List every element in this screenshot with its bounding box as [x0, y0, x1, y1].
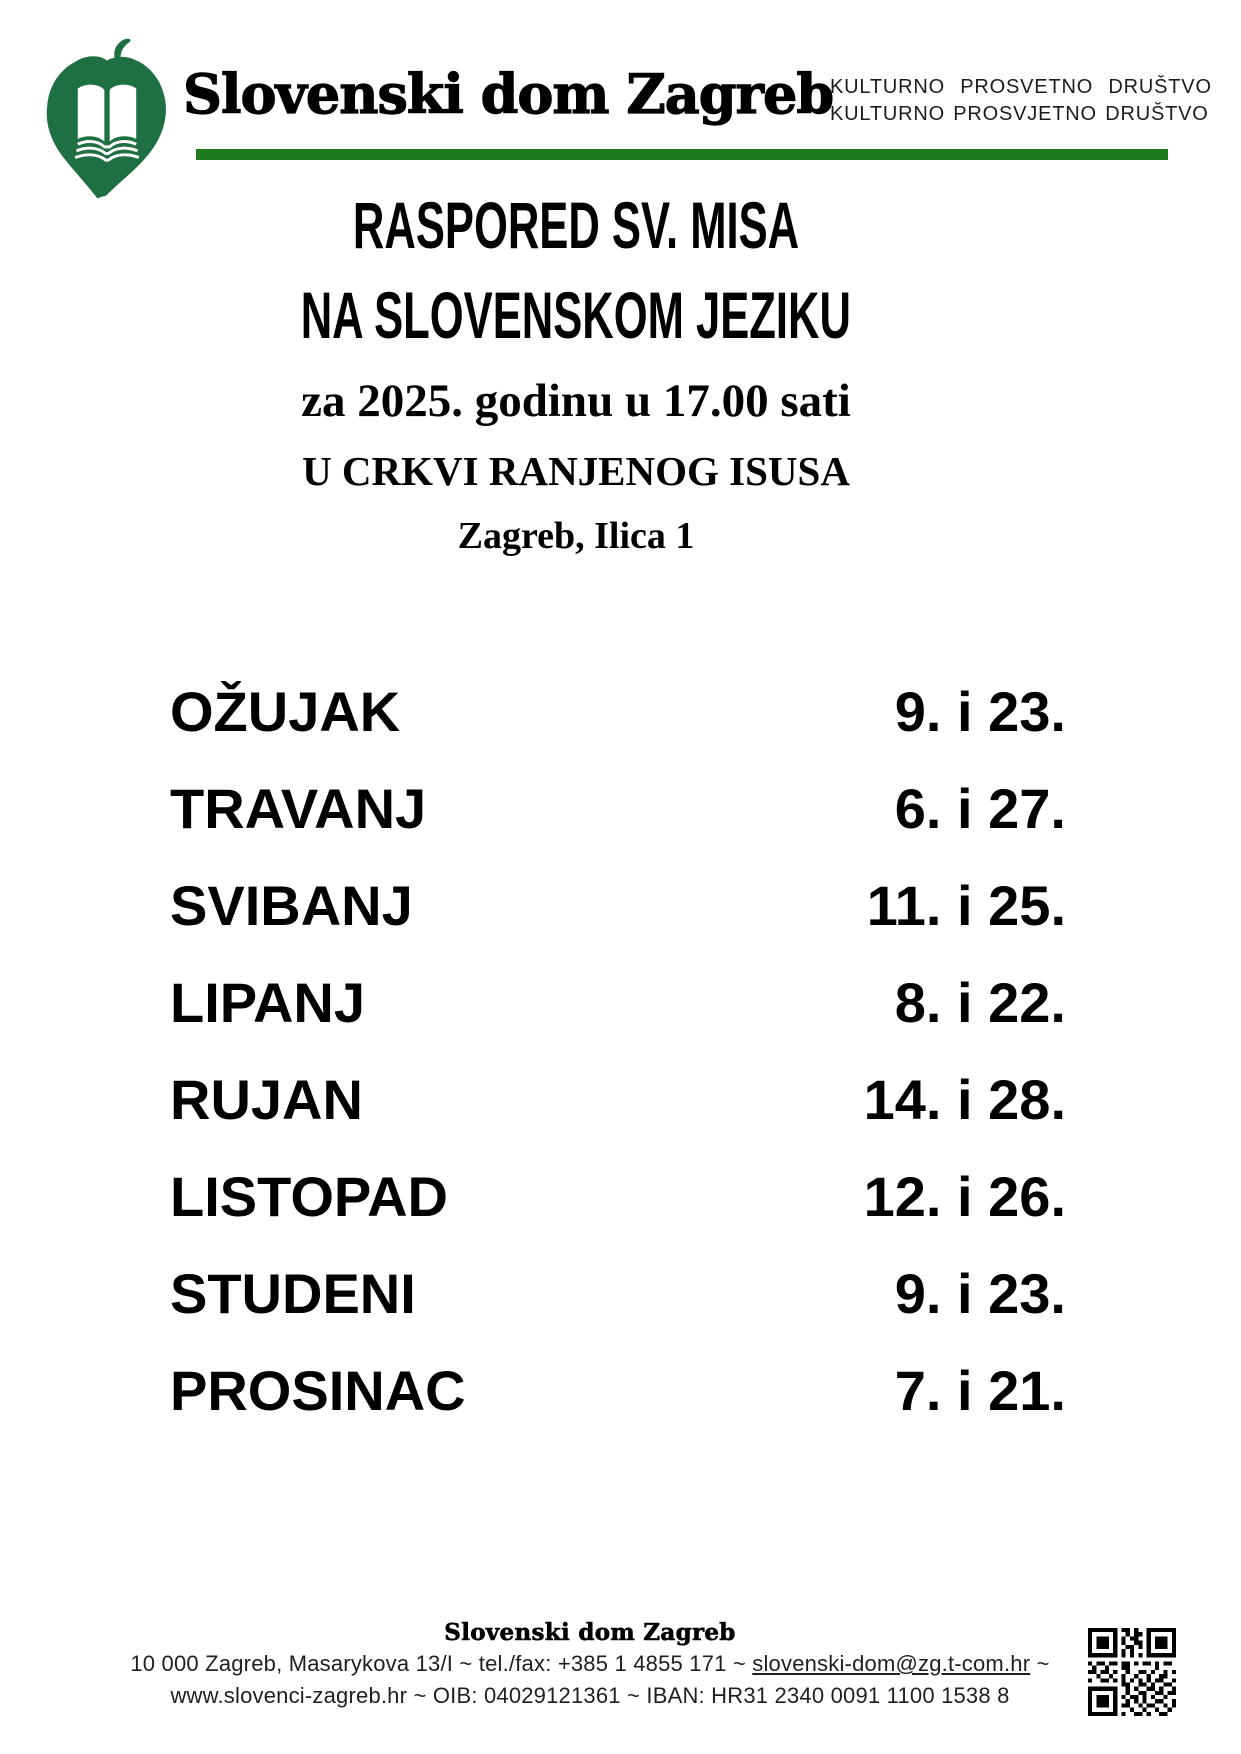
subtitle-church: U CRKVI RANJENOG ISUSA — [302, 448, 850, 494]
footer-address-phone: 10 000 Zagreb, Masarykova 13/I ~ tel./fa… — [130, 1651, 753, 1676]
dates-value: 11. i 25. — [866, 874, 1066, 937]
dates-value: 14. i 28. — [863, 1068, 1066, 1131]
month-label: PROSINAC — [170, 1359, 466, 1422]
qr-code-icon — [1088, 1628, 1176, 1716]
dates-value: 9. i 23. — [894, 1262, 1066, 1325]
email-link[interactable]: slovenski-dom@zg.t-com.hr — [752, 1651, 1031, 1676]
main-title-line-1: RASPORED SV. MISA — [352, 188, 800, 262]
leaf-open-book-logo — [46, 38, 166, 199]
main-title-line-2: NA SLOVENSKOM JEZIKU — [300, 278, 852, 352]
dates-value: 7. i 21. — [894, 1359, 1066, 1422]
month-label: LIPANJ — [170, 971, 365, 1034]
dates-value: 6. i 27. — [894, 777, 1066, 840]
footer-web-oib-iban-line: www.slovenci-zagreb.hr ~ OIB: 0402912136… — [170, 1683, 1010, 1708]
table-row: PROSINAC 7. i 21. — [170, 1342, 1066, 1439]
table-row: STUDENI 9. i 23. — [170, 1245, 1066, 1342]
footer: Slovenski dom Zagreb 10 000 Zagreb, Masa… — [30, 1618, 1150, 1712]
month-label: RUJAN — [170, 1068, 363, 1131]
month-label: SVIBANJ — [170, 874, 413, 937]
footer-contact-line: 10 000 Zagreb, Masarykova 13/I ~ tel./fa… — [30, 1648, 1150, 1680]
footer-tilde: ~ — [1030, 1651, 1050, 1676]
header-divider — [196, 149, 1168, 160]
dates-value: 8. i 22. — [894, 971, 1066, 1034]
footer-organization: Slovenski dom Zagreb — [444, 1619, 736, 1647]
table-row: OŽUJAK 9. i 23. — [170, 663, 1066, 760]
month-label: TRAVANJ — [170, 777, 427, 840]
table-row: RUJAN 14. i 28. — [170, 1051, 1066, 1148]
table-row: SVIBANJ 11. i 25. — [170, 857, 1066, 954]
organization-line-2: KULTURNO PROSVJETNO DRUŠTVO — [830, 103, 1209, 125]
subtitle-address: Zagreb, Ilica 1 — [457, 515, 695, 557]
month-label: LISTOPAD — [170, 1165, 448, 1228]
table-row: LISTOPAD 12. i 26. — [170, 1148, 1066, 1245]
table-row: LIPANJ 8. i 22. — [170, 954, 1066, 1051]
dates-value: 9. i 23. — [894, 680, 1066, 743]
mass-schedule-table: OŽUJAK 9. i 23. TRAVANJ 6. i 27. SVIBANJ… — [170, 663, 1066, 1439]
month-label: STUDENI — [170, 1262, 416, 1325]
month-label: OŽUJAK — [170, 680, 401, 743]
table-row: TRAVANJ 6. i 27. — [170, 760, 1066, 857]
brand-title: Slovenski dom Zagreb — [182, 61, 834, 126]
subtitle-year-time: za 2025. godinu u 17.00 sati — [301, 375, 851, 427]
organization-subtitle: KULTURNO PROSVETNO DRUŠTVO KULTURNO PROS… — [830, 74, 1212, 128]
organization-line-1: KULTURNO PROSVETNO DRUŠTVO — [830, 76, 1212, 98]
dates-value: 12. i 26. — [863, 1165, 1066, 1228]
